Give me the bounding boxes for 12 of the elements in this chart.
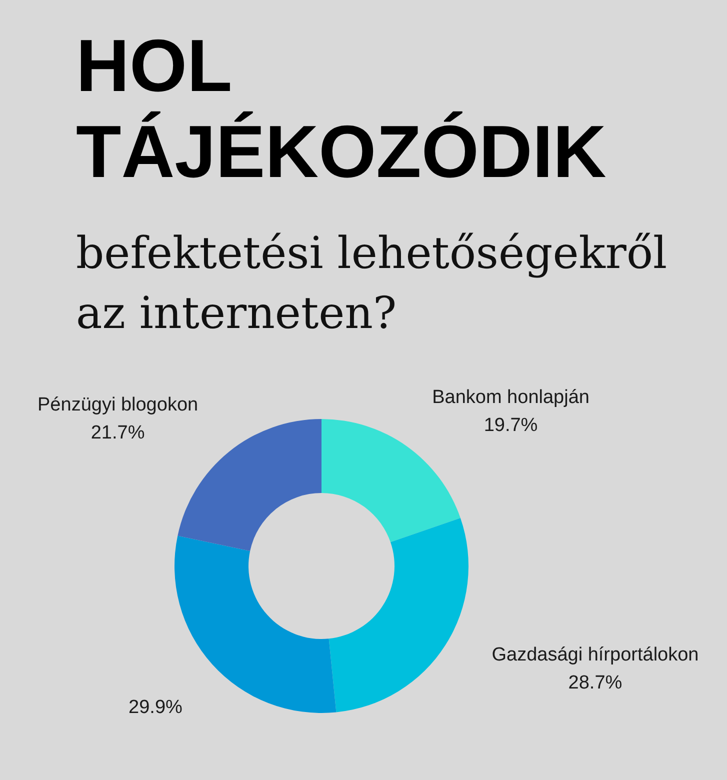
donut-slice [178,419,322,551]
slice-label: Gazdasági hírportálokon [492,644,699,666]
data-label: 29.9% [128,696,183,718]
data-label: 19.7% [484,415,538,436]
data-label: 28.7% [568,672,622,694]
chart-title: HOL TÁJÉKOZÓDIK [76,24,606,193]
slice-label: Pénzügyi blogokon [38,394,198,416]
slice-label: Bankom honlapján [432,387,590,408]
chart-subtitle: befektetési lehetőségekről az interneten? [76,228,668,339]
donut-slice [322,419,460,542]
donut-slice [328,518,468,712]
data-label: 21.7% [90,422,145,444]
